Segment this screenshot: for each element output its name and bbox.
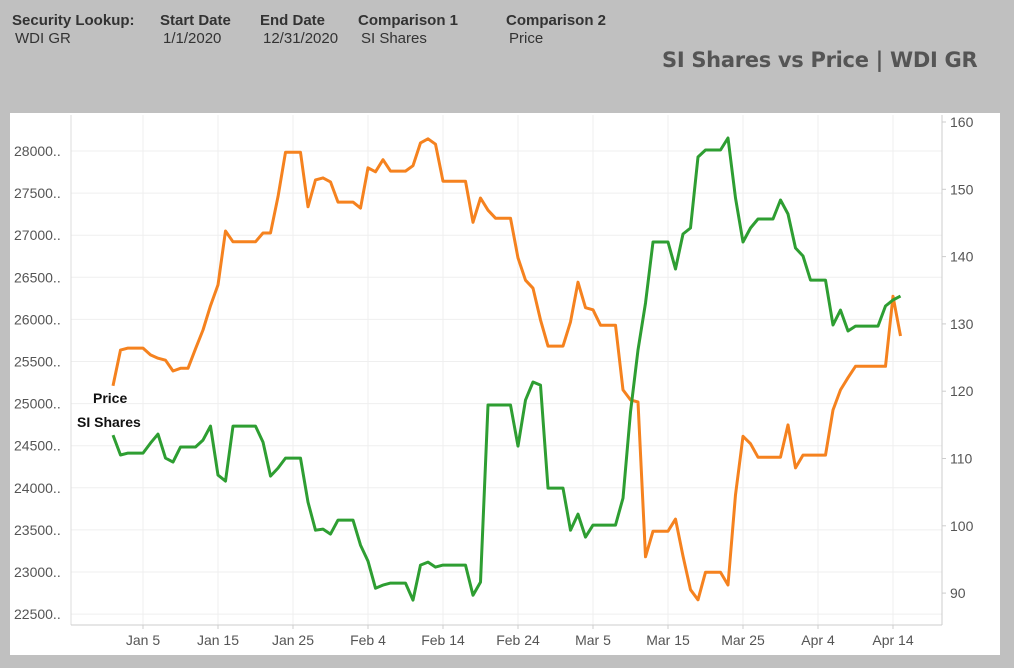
field-value[interactable]: Price (509, 30, 544, 47)
field-security-lookup[interactable]: Security Lookup: WDI GR (12, 12, 135, 48)
x-axis-tick-label: Mar 5 (575, 632, 611, 648)
left-axis-tick-label: 24000.. (14, 480, 61, 496)
x-axis-tick-label: Mar 15 (646, 632, 690, 648)
field-value[interactable]: 1/1/2020 (163, 30, 222, 47)
x-axis-tick-label: Apr 14 (872, 632, 913, 648)
series-label-price: Price (93, 390, 127, 406)
left-axis-tick-label: 26000.. (14, 311, 61, 327)
left-axis-tick-label: 22500.. (14, 606, 61, 622)
left-axis-tick-label: 27000.. (14, 227, 61, 243)
left-axis-tick-label: 23500.. (14, 522, 61, 538)
left-axis-tick-label: 25000.. (14, 396, 61, 412)
field-start-date[interactable]: Start Date 1/1/2020 (160, 12, 231, 48)
right-axis-tick-label: 140 (950, 249, 974, 265)
field-value[interactable]: SI Shares (361, 30, 427, 47)
field-label: Security Lookup: (12, 12, 135, 29)
field-value[interactable]: 12/31/2020 (263, 30, 339, 47)
left-axis-tick-label: 27500.. (14, 185, 61, 201)
right-axis-tick-label: 110 (950, 451, 973, 467)
right-axis-tick-label: 90 (950, 585, 966, 601)
field-comparison-1[interactable]: Comparison 1 SI Shares (358, 12, 458, 48)
right-axis-tick-label: 130 (950, 316, 974, 332)
left-axis-tick-label: 26500.. (14, 269, 61, 285)
chart-panel (10, 113, 1000, 655)
right-axis-tick-label: 120 (950, 383, 974, 399)
field-label: Start Date (160, 12, 231, 29)
right-axis-tick-label: 150 (950, 181, 974, 197)
left-axis-tick-label: 25500.. (14, 354, 61, 370)
field-end-date[interactable]: End Date 12/31/2020 (260, 12, 338, 48)
series-label-si-shares: SI Shares (77, 414, 141, 430)
x-axis-tick-label: Jan 15 (197, 632, 239, 648)
x-axis-tick-label: Jan 5 (126, 632, 160, 648)
x-axis-tick-label: Mar 25 (721, 632, 765, 648)
left-axis-tick-label: 24500.. (14, 438, 61, 454)
field-comparison-2[interactable]: Comparison 2 Price (506, 12, 606, 48)
right-axis-tick-label: 160 (950, 114, 974, 130)
left-axis-tick-label: 23000.. (14, 564, 61, 580)
left-axis-tick-label: 28000.. (14, 143, 61, 159)
field-label: End Date (260, 12, 326, 29)
right-axis-tick-label: 100 (950, 518, 974, 534)
series-line-si-shares (111, 136, 902, 602)
x-axis-tick-label: Jan 25 (272, 632, 314, 648)
field-label: Comparison 2 (506, 12, 607, 29)
field-label: Comparison 1 (358, 12, 459, 29)
series-line-price (111, 137, 902, 602)
field-value[interactable]: WDI GR (15, 30, 71, 47)
x-axis-tick-label: Feb 4 (350, 632, 386, 648)
chart-title: SI Shares vs Price | WDI GR (662, 48, 978, 72)
x-axis-tick-label: Feb 14 (421, 632, 465, 648)
x-axis-tick-label: Apr 4 (801, 632, 835, 648)
x-axis-tick-label: Feb 24 (496, 632, 540, 648)
